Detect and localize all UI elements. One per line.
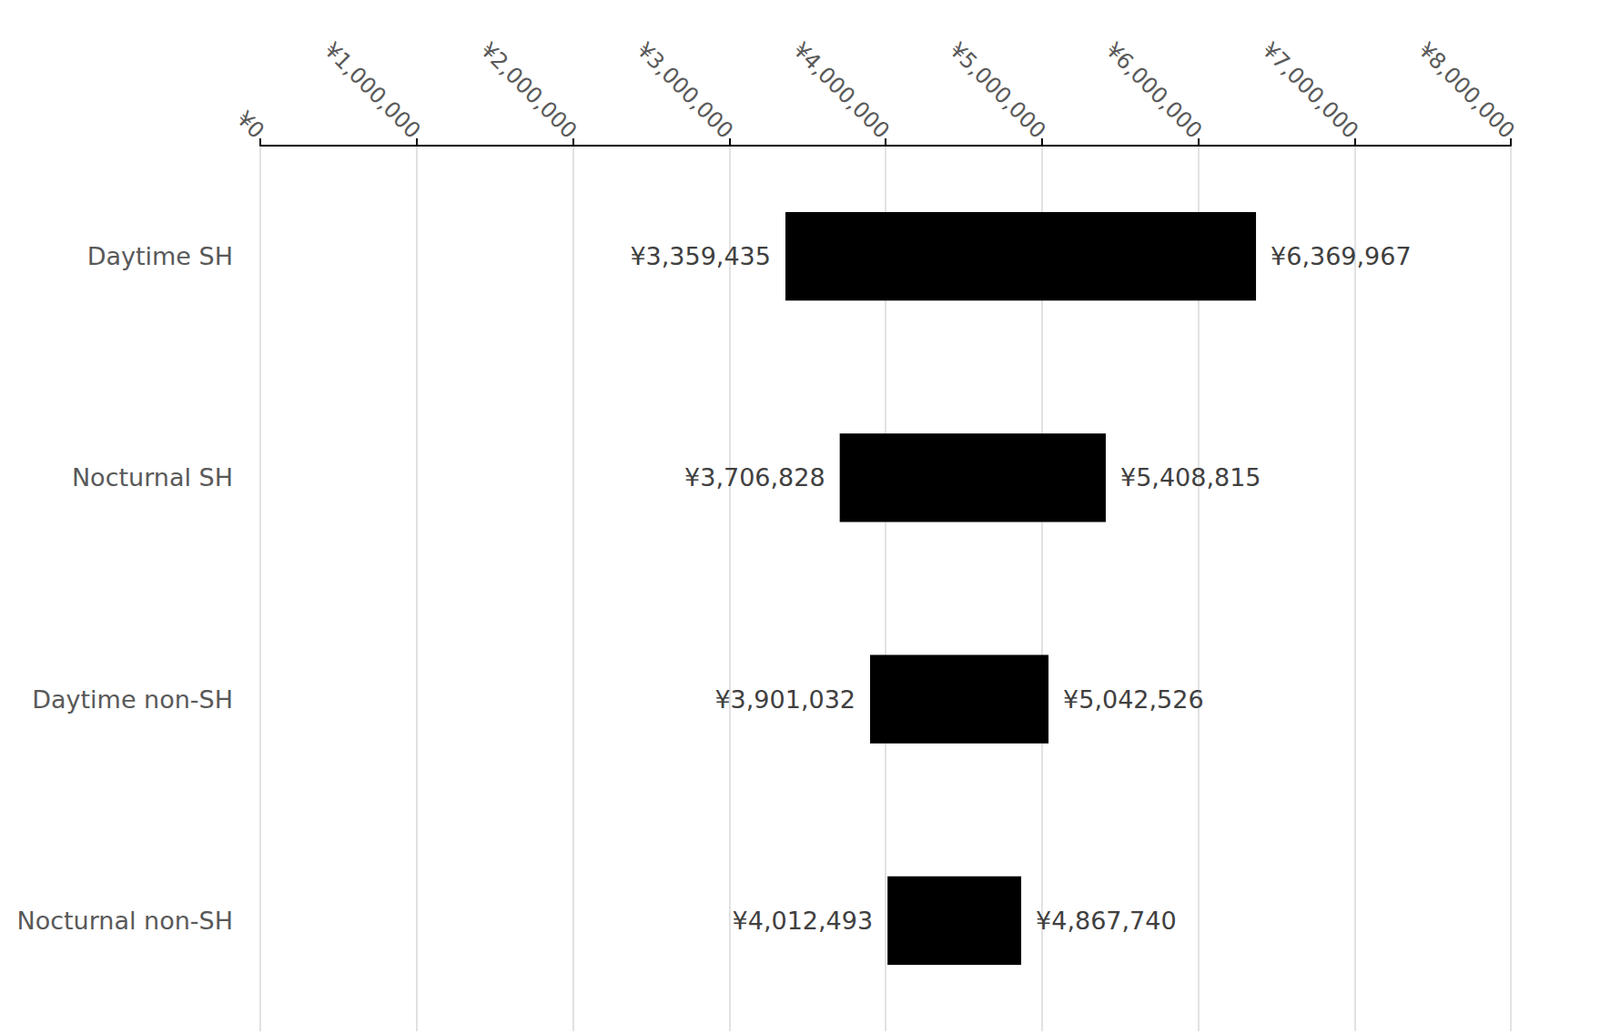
svg-text:¥4,012,493: ¥4,012,493 <box>732 906 874 935</box>
svg-text:Nocturnal non-SH: Nocturnal non-SH <box>16 906 233 935</box>
svg-text:Nocturnal SH: Nocturnal SH <box>71 463 233 492</box>
svg-text:¥7,000,000: ¥7,000,000 <box>1256 37 1364 144</box>
svg-text:¥6,369,967: ¥6,369,967 <box>1270 242 1412 271</box>
svg-text:¥1,000,000: ¥1,000,000 <box>319 37 426 144</box>
svg-text:¥3,901,032: ¥3,901,032 <box>714 685 856 714</box>
svg-text:¥3,359,435: ¥3,359,435 <box>629 242 771 271</box>
svg-text:¥4,000,000: ¥4,000,000 <box>788 37 895 144</box>
svg-text:Daytime non-SH: Daytime non-SH <box>31 685 233 714</box>
svg-text:¥4,867,740: ¥4,867,740 <box>1035 906 1177 935</box>
svg-text:¥5,042,526: ¥5,042,526 <box>1063 685 1205 714</box>
svg-text:Daytime SH: Daytime SH <box>87 242 233 271</box>
svg-text:¥0: ¥0 <box>232 106 270 144</box>
svg-text:¥2,000,000: ¥2,000,000 <box>475 37 582 144</box>
svg-text:¥3,000,000: ¥3,000,000 <box>631 37 739 144</box>
svg-text:¥8,000,000: ¥8,000,000 <box>1413 37 1520 144</box>
svg-text:¥6,000,000: ¥6,000,000 <box>1100 37 1207 144</box>
svg-text:¥5,000,000: ¥5,000,000 <box>944 37 1052 144</box>
svg-text:¥5,408,815: ¥5,408,815 <box>1120 463 1262 492</box>
svg-text:¥3,706,828: ¥3,706,828 <box>684 463 826 492</box>
